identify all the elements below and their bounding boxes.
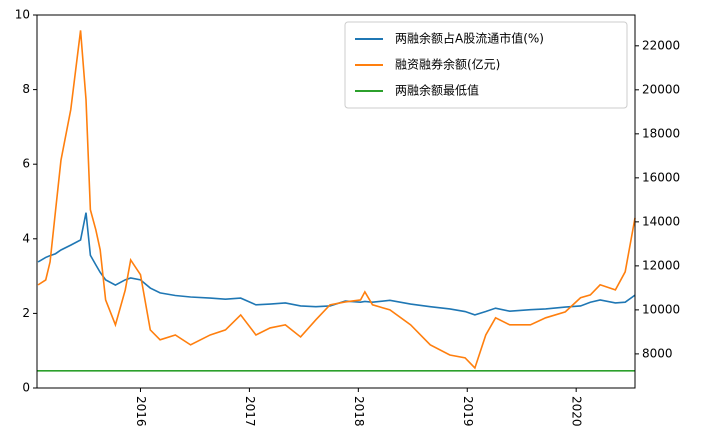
series-line	[37, 30, 636, 370]
x-tick-label: 2017	[243, 396, 257, 427]
y2-tick-label: 12000	[642, 258, 680, 272]
y-tick-label: 2	[22, 306, 30, 320]
x-tick-label: 2019	[461, 396, 475, 427]
x-tick-label: 2016	[134, 396, 148, 427]
y-tick-label: 4	[22, 231, 30, 245]
y2-tick-label: 20000	[642, 82, 680, 96]
y-tick-label: 8	[22, 82, 30, 96]
y2-tick-label: 22000	[642, 38, 680, 52]
y2-tick-label: 8000	[642, 346, 673, 360]
y-tick-label: 10	[15, 8, 30, 22]
y2-tick-label: 10000	[642, 302, 680, 316]
y-tick-label: 0	[22, 381, 30, 395]
y2-tick-label: 14000	[642, 214, 680, 228]
x-tick-label: 2020	[570, 396, 584, 427]
legend-label: 两融余额占A股流通市值(%)	[395, 31, 544, 46]
legend-label: 两融余额最低值	[395, 83, 479, 98]
y2-tick-label: 16000	[642, 170, 680, 184]
series-line	[37, 212, 636, 316]
legend-label: 融资融券余额(亿元)	[395, 57, 500, 72]
plot-frame	[36, 14, 636, 389]
legend-box	[344, 21, 628, 109]
x-tick-label: 2018	[352, 396, 366, 427]
y-tick-label: 6	[22, 157, 30, 171]
y2-tick-label: 18000	[642, 126, 680, 140]
